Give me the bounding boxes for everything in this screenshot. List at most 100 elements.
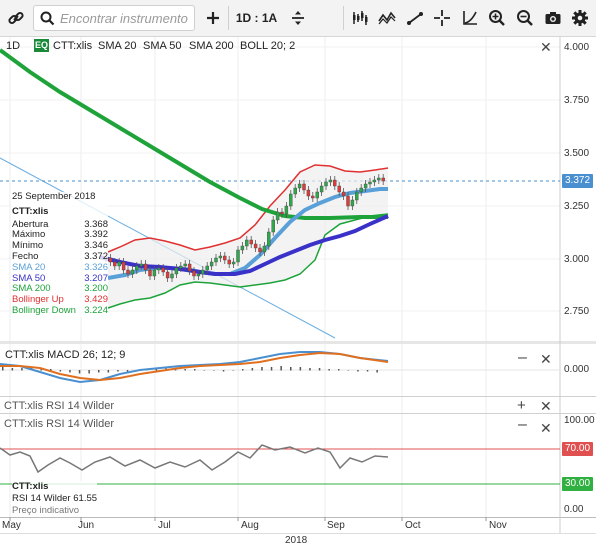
compare-icon[interactable] [286,5,310,31]
macd-histogram-bar [194,369,196,371]
candle-body [196,273,201,277]
fib-icon[interactable] [458,5,482,31]
sma50-legend[interactable]: SMA 50 [143,40,182,52]
rsi-tip-value: 61.55 [73,493,98,504]
candle-body [319,185,324,193]
macd-histogram-bar [59,370,62,372]
candle-body [289,193,293,207]
period-selector[interactable]: 1D : 1A [235,11,278,25]
rsi-close-icon[interactable]: ✕ [540,420,552,436]
candle-body [126,269,130,275]
candle-body [341,191,346,197]
x-label-jun: Jun [78,520,95,531]
data-tooltip: 25 September 2018 CTT:xlis Abertura 3.368… [12,191,108,317]
macd-histogram-bar [242,369,244,371]
candle-body [157,267,161,271]
macd-histogram-bar [328,369,330,371]
main-close-icon[interactable]: ✕ [540,39,552,55]
candle-body [108,257,113,263]
trendline-icon[interactable] [403,5,427,31]
zoom-in-icon[interactable] [485,5,509,31]
rsi-70-tag: 70.00 [562,442,594,456]
candle-body [368,181,372,185]
symbol-label[interactable]: CTT:xlis [53,40,93,52]
tooltip-row-value: 3.368 [84,218,108,230]
candle-body [258,247,262,253]
macd-histogram-bar [88,370,90,374]
interval-label: 1D [6,40,21,52]
candle-body [306,189,311,197]
candle-body [372,179,377,183]
eq-badge: EQ [34,39,49,52]
link-icon[interactable] [4,5,28,31]
instrument-search[interactable] [33,5,195,31]
drawing-icon[interactable] [375,5,399,31]
tooltip-row: Abertura 3.368 [12,218,108,231]
macd-histogram-bar [318,368,321,371]
rsi-label: CTT:xlis RSI 14 Wilder [4,418,115,430]
candle-body [201,269,205,275]
macd-histogram-bar [69,370,71,373]
macd-histogram-bar [357,370,359,372]
macd-histogram-bar [261,367,263,371]
macd-histogram-bar [299,367,302,371]
candle-body [267,231,271,247]
macd-close-icon[interactable]: ✕ [540,351,552,367]
tooltip-row-label: Mínimo [12,240,44,252]
indicators-icon[interactable] [348,5,372,31]
macd-signal-line [0,351,389,382]
boll-legend[interactable]: BOLL 20; 2 [240,40,296,52]
x-label-year: 2018 [285,535,308,546]
tooltip-row: Fecho 3.372 [12,250,108,263]
search-input[interactable] [60,9,190,27]
candle-body [236,249,240,263]
y-tick-3000: 3.000 [564,254,590,265]
x-label-oct: Oct [405,520,421,531]
candle-body [152,269,157,277]
toolbar: 1D : 1A [0,0,596,37]
macd-line [0,351,389,384]
macd-histogram-bar [117,370,119,372]
camera-icon[interactable] [541,5,565,31]
candle-body [170,273,174,279]
macd-histogram-bar [251,368,254,371]
macd-histogram-bar [203,370,206,371]
macd-minimize-icon[interactable]: – [518,349,527,366]
candle-body [161,267,165,273]
candle-body [245,239,249,247]
candle-body [271,219,275,233]
candle-body [165,271,170,279]
candle-body [284,205,289,215]
tooltip-row-label: SMA 200 [12,283,51,295]
tooltip-row-label: Máximo [12,229,46,241]
sma20-legend[interactable]: SMA 20 [98,40,137,52]
macd-histogram-bar [50,369,52,371]
zoom-out-icon[interactable] [513,5,537,31]
candle-body [297,183,302,189]
rsi-minimize-icon[interactable]: – [518,416,527,433]
candle-body [113,261,117,267]
candle-body [363,183,368,189]
rsi-expand-icon[interactable]: + [517,397,526,414]
candle-body [192,270,196,277]
bollinger-down-line [107,213,389,309]
sma200-legend[interactable]: SMA 200 [189,40,234,52]
bollinger-up-line [107,164,389,253]
y-tick-4000: 4.000 [564,42,590,53]
crosshair-icon[interactable] [430,5,454,31]
tooltip-row-label: Fecho [12,250,39,262]
candle-body [117,261,121,267]
add-icon[interactable] [201,5,225,31]
candle-body [377,177,381,181]
rsi-line [0,444,389,474]
candle-body [333,179,337,187]
settings-icon[interactable] [568,5,592,31]
candle-body [381,177,385,182]
rsi-collapsed-label[interactable]: CTT:xlis RSI 14 Wilder [4,400,115,412]
macd-histogram-bar [338,369,340,371]
rsi-collapsed-close-icon[interactable]: ✕ [540,398,552,414]
candle-body [275,211,280,221]
candle-body [223,255,227,261]
tooltip-row-label: Bollinger Up [12,294,64,306]
